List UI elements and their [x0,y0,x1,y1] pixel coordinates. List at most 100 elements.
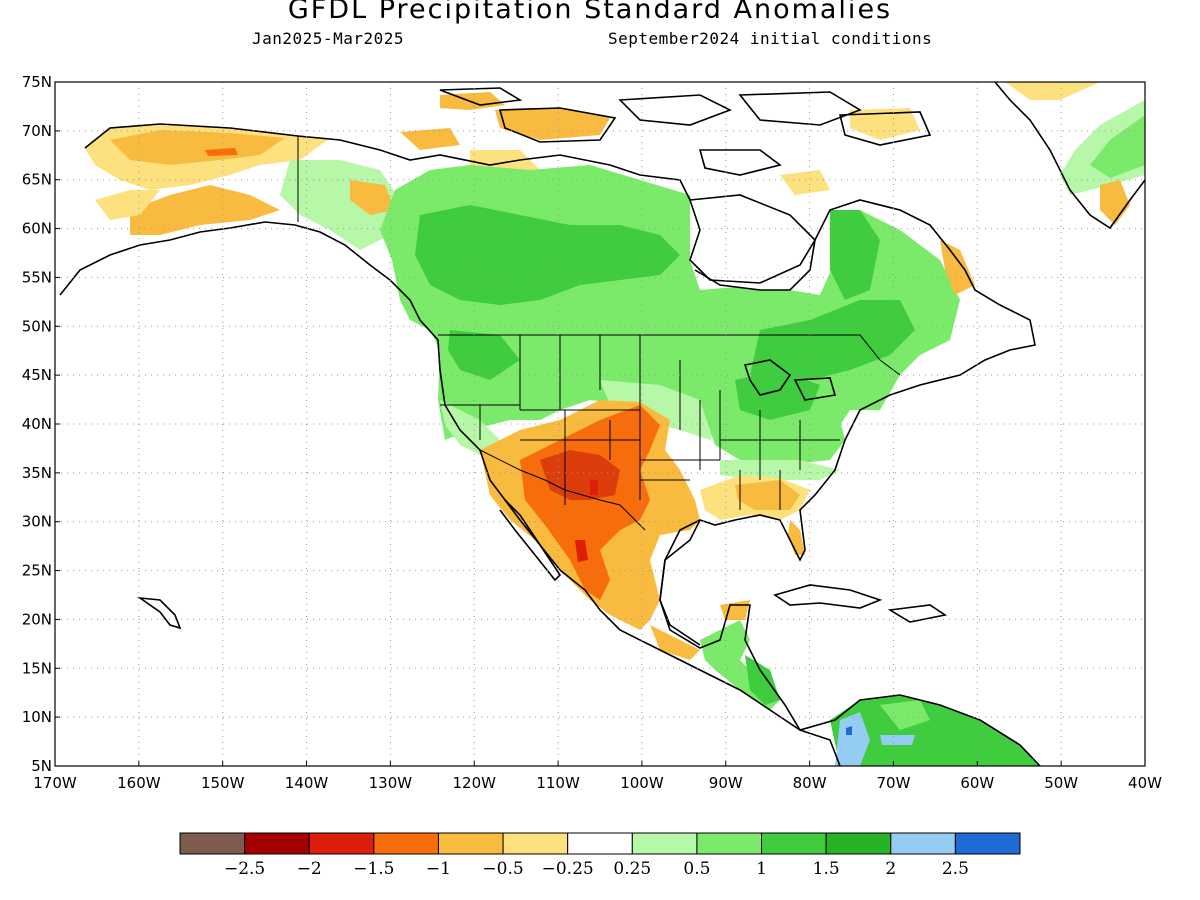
lon-tick-label: 50W [1044,774,1078,792]
colorbar-swatch [890,832,956,855]
lon-tick-label: 100W [620,774,664,792]
colorbar [179,832,1021,855]
lon-tick-label: 120W [452,774,496,792]
anomaly-region-alaska-orange [110,130,285,165]
colorbar-label: −1 [426,859,451,879]
colorbar-swatch [244,832,310,855]
colorbar-label: −1.5 [353,859,394,879]
dotted-grid [55,82,1145,766]
colorbar-label: −2.5 [224,859,265,879]
anomaly-region-hudson-white [690,200,815,290]
lat-tick-label: 35N [22,464,52,482]
lon-tick-label: 80W [793,774,827,792]
anomaly-region-west-coast-light [440,400,500,460]
coastline-north-america [84,123,1041,766]
colorbar-labels: −2.5 −2 −1.5 −1 −0.5 −0.25 0.25 0.5 1 1.5 2 2.5 [224,859,969,879]
boundary-layer [297,136,901,531]
lon-tick-label: 140W [285,774,329,792]
colorbar-swatch [502,832,569,855]
colorbar-label: 2 [885,859,896,879]
colorbar-label: 1 [756,859,767,879]
lon-tick-label: 150W [201,774,245,792]
lat-tick-label: 65N [22,171,52,189]
colorbar-label: −2 [297,859,322,879]
lat-tick-label: 45N [22,366,52,384]
anomaly-region-colombia-wet-core [835,712,915,766]
coastline-arctic-islands [439,87,932,176]
colorbar-label: 0.5 [683,859,710,879]
colorbar-swatch [179,832,246,855]
anomaly-region-central-america-orange [650,600,750,660]
lon-tick-label: 60W [960,774,994,792]
anomaly-region-alaska-south-light [95,190,160,220]
coastline-great-lakes [743,359,837,401]
colorbar-label: 0.25 [613,859,651,879]
colorbar-label: 2.5 [942,859,969,879]
colorbar-label: −0.25 [542,859,594,879]
lon-tick-label: 40W [1128,774,1162,792]
lon-tick-label: 160W [117,774,161,792]
state-lines [440,335,840,510]
colorbar-label: −0.5 [482,859,523,879]
lat-tick-label: 70N [22,122,52,140]
anomaly-region-greenland-n [1005,82,1100,100]
colorbar-swatch [954,832,1021,855]
colorbar-swatch [567,832,633,855]
anomaly-region-alaska-core [205,148,238,156]
lon-tick-label: 110W [536,774,580,792]
init-conditions-label: September2024 initial conditions [608,29,933,48]
colorbar-swatch [825,832,892,855]
lat-tick-label: 40N [22,415,52,433]
anomaly-region-alaska-south [130,185,280,235]
lon-tick-label: 70W [877,774,911,792]
anomaly-fill-layer [85,82,1145,766]
longitude-labels: 170W 160W 150W 140W 130W 120W 110W 100W 90W 80W 70… [33,761,1162,792]
anomaly-region-us-midwest [600,380,720,440]
map-title: GFDL Precipitation Standard Anomalies [287,0,893,25]
anomaly-region-arctic-islands-light [470,108,920,195]
anomaly-region-central-america-darker [745,655,780,705]
colorbar-label: 1.5 [813,859,840,879]
anomaly-region-southeast-us-orange [735,480,805,555]
lat-tick-label: 15N [22,659,52,677]
coastline-hispaniola [887,604,948,623]
anomaly-region-yukon-orange [350,180,395,215]
lat-tick-label: 30N [22,513,52,531]
anomaly-region-yukon [280,160,400,250]
anomaly-region-colombia-light [880,700,930,730]
coastline-greenland [994,82,1145,230]
colorbar-swatch [631,832,698,855]
anomaly-region-colombia-deep [846,726,852,735]
anomaly-region-ungava-orange [940,240,975,295]
anomaly-region-arctic-islands [400,92,610,150]
lat-tick-label: 55N [22,268,52,286]
lat-tick-label: 50N [22,317,52,335]
coastline-baja [499,499,562,582]
latitude-labels: 75N 70N 65N 60N 55N 50N 45N 40N 35N 30N 25N 20N 15N 1… [22,73,60,775]
coastline-cuba [773,584,883,609]
coastline-layer [59,82,1145,766]
lat-tick-label: 60N [22,220,52,238]
anomaly-region-quebec-green [830,210,880,300]
lon-tick-label: 130W [369,774,413,792]
coastline-gulf-of-mexico [659,519,701,646]
anomaly-region-mexico-southwest-us [520,405,660,600]
anomaly-region-southwest-core-dark [575,480,598,562]
anomaly-region-us-east-green [700,395,845,465]
anomaly-region-greenland-east-b [1090,115,1145,178]
border-us-canada [438,334,901,376]
lat-tick-label: 75N [22,73,52,91]
lat-tick-label: 10N [22,708,52,726]
lon-tick-label: 170W [33,774,77,792]
colorbar-swatch [761,832,827,855]
lon-tick-label: 90W [709,774,743,792]
lat-tick-label: 5N [31,757,52,775]
colorbar-swatch [437,832,504,855]
colorbar-swatch [373,832,439,855]
anomaly-region-greenland-se [1100,180,1130,225]
lat-tick-label: 25N [22,562,52,580]
anomaly-region-canada-darker [415,205,680,305]
coastline-hudson-bay [689,194,816,291]
anomaly-region-pacific-nw [448,330,520,380]
